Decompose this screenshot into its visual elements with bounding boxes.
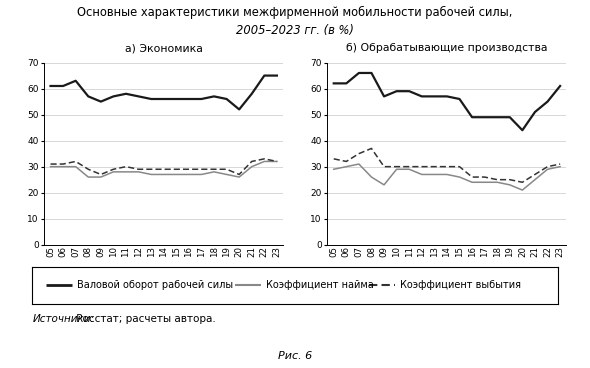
Text: 2005–2023 гг. (в %): 2005–2023 гг. (в %) (236, 24, 354, 37)
Text: Рис. 6: Рис. 6 (278, 351, 312, 361)
Text: Источники:: Источники: (32, 314, 94, 323)
Text: Коэффициент выбытия: Коэффициент выбытия (400, 280, 521, 290)
Text: Росстат; расчеты автора.: Росстат; расчеты автора. (73, 314, 215, 323)
Text: Основные характеристики межфирменной мобильности рабочей силы,: Основные характеристики межфирменной моб… (77, 6, 513, 19)
Text: б) Обрабатывающие производства: б) Обрабатывающие производства (346, 43, 548, 53)
Text: Валовой оборот рабочей силы: Валовой оборот рабочей силы (77, 280, 233, 290)
Text: Коэффициент найма: Коэффициент найма (266, 280, 374, 290)
Text: а) Экономика: а) Экономика (125, 43, 203, 53)
